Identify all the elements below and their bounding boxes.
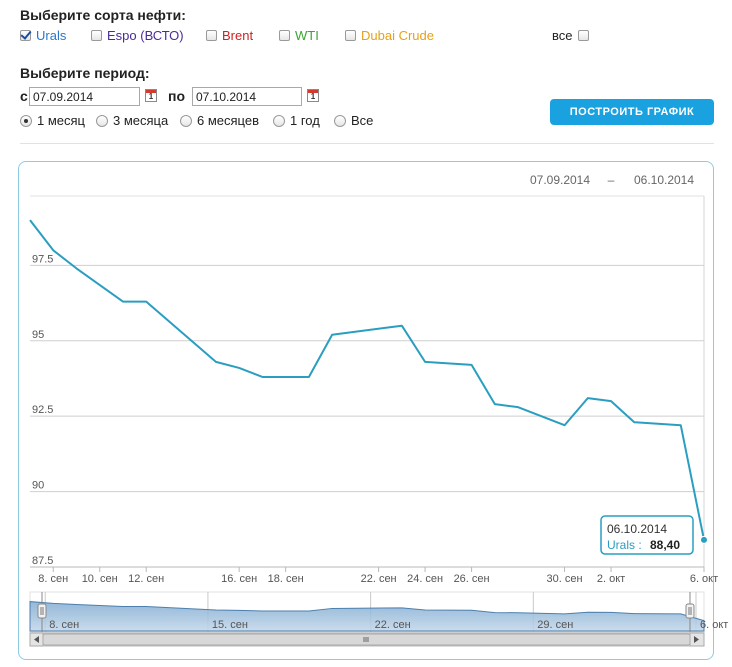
- y-tick-label: 97.5: [32, 253, 53, 265]
- checkbox-dubai[interactable]: [345, 30, 356, 41]
- oil-option-wti[interactable]: WTI: [279, 28, 319, 43]
- range-option-label: 1 месяц: [37, 113, 85, 128]
- chart-range-from: 07.09.2014: [530, 173, 590, 187]
- oil-option-all-label: все: [552, 28, 573, 43]
- calendar-icon-day: 1: [310, 92, 316, 101]
- date-to-label: по: [168, 88, 186, 104]
- x-tick-label: 2. окт: [597, 573, 625, 585]
- x-tick-label: 26. сен: [454, 573, 490, 585]
- navigator-label: 6. окт: [700, 619, 728, 631]
- x-tick-label: 16. сен: [221, 573, 257, 585]
- navigator-label: 22. сен: [375, 619, 411, 631]
- chart-range-to: 06.10.2014: [634, 173, 694, 187]
- x-tick-label: 12. сен: [128, 573, 164, 585]
- x-axis-ticks: 8. сен 10. сен 12. сен 16. сен 18. сен 22. се…: [38, 567, 718, 585]
- x-tick-label: 24. сен: [407, 573, 443, 585]
- navigator-label: 15. сен: [212, 619, 248, 631]
- divider: [20, 143, 714, 144]
- oil-type-list: Urals Espo (ВСТО) Brent WTI Dubai Crude …: [20, 28, 720, 46]
- calendar-icon-day: 1: [148, 92, 154, 101]
- chart-container: [18, 161, 714, 660]
- y-axis-ticks: 87.5 90 92.5 95 97.5: [32, 253, 53, 567]
- oil-option-label: Brent: [222, 28, 254, 43]
- oil-section-title: Выберите сорта нефти:: [20, 7, 186, 23]
- radio-6-months[interactable]: [180, 114, 192, 127]
- period-section-title: Выберите период:: [20, 65, 150, 81]
- oil-option-label: Espo (ВСТО): [107, 28, 184, 43]
- range-option-label: Все: [351, 113, 374, 128]
- y-tick-label: 92.5: [32, 404, 53, 416]
- calendar-icon[interactable]: 1: [145, 89, 157, 102]
- tooltip-value: 88,40: [650, 538, 680, 552]
- x-tick-label: 10. сен: [82, 573, 118, 585]
- oil-option-all[interactable]: все: [552, 28, 589, 43]
- range-option-label: 3 месяца: [113, 113, 169, 128]
- date-from-label: с: [20, 88, 28, 104]
- navigator-right-handle[interactable]: [685, 603, 695, 619]
- data-point: [700, 535, 708, 544]
- navigator-labels: 8. сен 15. сен 22. сен 29. сен 6. окт: [49, 619, 728, 631]
- navigator-area: [29, 601, 705, 632]
- navigator[interactable]: 8. сен 15. сен 22. сен 29. сен 6. окт: [29, 591, 728, 633]
- oil-option-label: WTI: [295, 28, 319, 43]
- navigator-label: 8. сен: [49, 619, 79, 631]
- y-tick-label: 95: [32, 329, 44, 341]
- checkbox-urals[interactable]: [20, 30, 31, 41]
- calendar-icon[interactable]: 1: [307, 89, 319, 102]
- chart-range-dash: –: [608, 173, 615, 187]
- checkbox-espo[interactable]: [91, 30, 102, 41]
- date-to-input[interactable]: [192, 87, 302, 106]
- arrow-right-icon: [694, 636, 699, 643]
- x-tick-label: 22. сен: [361, 573, 397, 585]
- arrow-left-icon: [34, 636, 39, 643]
- checkbox-all[interactable]: [577, 30, 589, 41]
- range-option-label: 6 месяцев: [197, 113, 259, 128]
- period-range-options: 1 месяц 3 месяца 6 месяцев 1 год Все: [20, 113, 520, 131]
- oil-option-espo[interactable]: Espo (ВСТО): [91, 28, 184, 43]
- x-tick-label: 30. сен: [547, 573, 583, 585]
- navigator-label: 29. сен: [537, 619, 573, 631]
- radio-all[interactable]: [334, 114, 346, 127]
- tooltip: 06.10.2014 Urals : 88,40: [600, 515, 694, 555]
- radio-3-months[interactable]: [96, 114, 108, 127]
- x-tick-label: 18. сен: [268, 573, 304, 585]
- series-urals: [29, 219, 708, 544]
- range-option-1-year[interactable]: 1 год: [273, 113, 320, 128]
- oil-option-brent[interactable]: Brent: [206, 28, 253, 43]
- range-option-1-month[interactable]: 1 месяц: [20, 113, 85, 128]
- navigator-left-handle[interactable]: [37, 603, 47, 619]
- date-from-input[interactable]: [29, 87, 140, 106]
- checkbox-wti[interactable]: [279, 30, 290, 41]
- radio-1-year[interactable]: [273, 114, 285, 127]
- x-tick-label: 6. окт: [690, 573, 718, 585]
- range-option-3-months[interactable]: 3 месяца: [96, 113, 168, 128]
- grid-lines: [30, 264, 704, 493]
- y-tick-label: 87.5: [32, 555, 53, 567]
- range-option-label: 1 год: [290, 113, 320, 128]
- scrollbar[interactable]: [29, 632, 705, 647]
- tooltip-series: Urals :: [607, 538, 642, 552]
- oil-option-label: Dubai Crude: [361, 28, 434, 43]
- build-chart-button[interactable]: ПОСТРОИТЬ ГРАФИК: [550, 99, 714, 125]
- x-tick-label: 8. сен: [38, 573, 68, 585]
- range-option-6-months[interactable]: 6 месяцев: [180, 113, 259, 128]
- checkbox-brent[interactable]: [206, 30, 217, 41]
- oil-option-label: Urals: [36, 28, 67, 43]
- radio-1-month[interactable]: [20, 114, 32, 127]
- y-tick-label: 90: [32, 480, 44, 492]
- oil-option-urals[interactable]: Urals: [20, 28, 66, 43]
- range-option-all[interactable]: Все: [334, 113, 373, 128]
- tooltip-date: 06.10.2014: [607, 522, 667, 536]
- oil-option-dubai[interactable]: Dubai Crude: [345, 28, 434, 43]
